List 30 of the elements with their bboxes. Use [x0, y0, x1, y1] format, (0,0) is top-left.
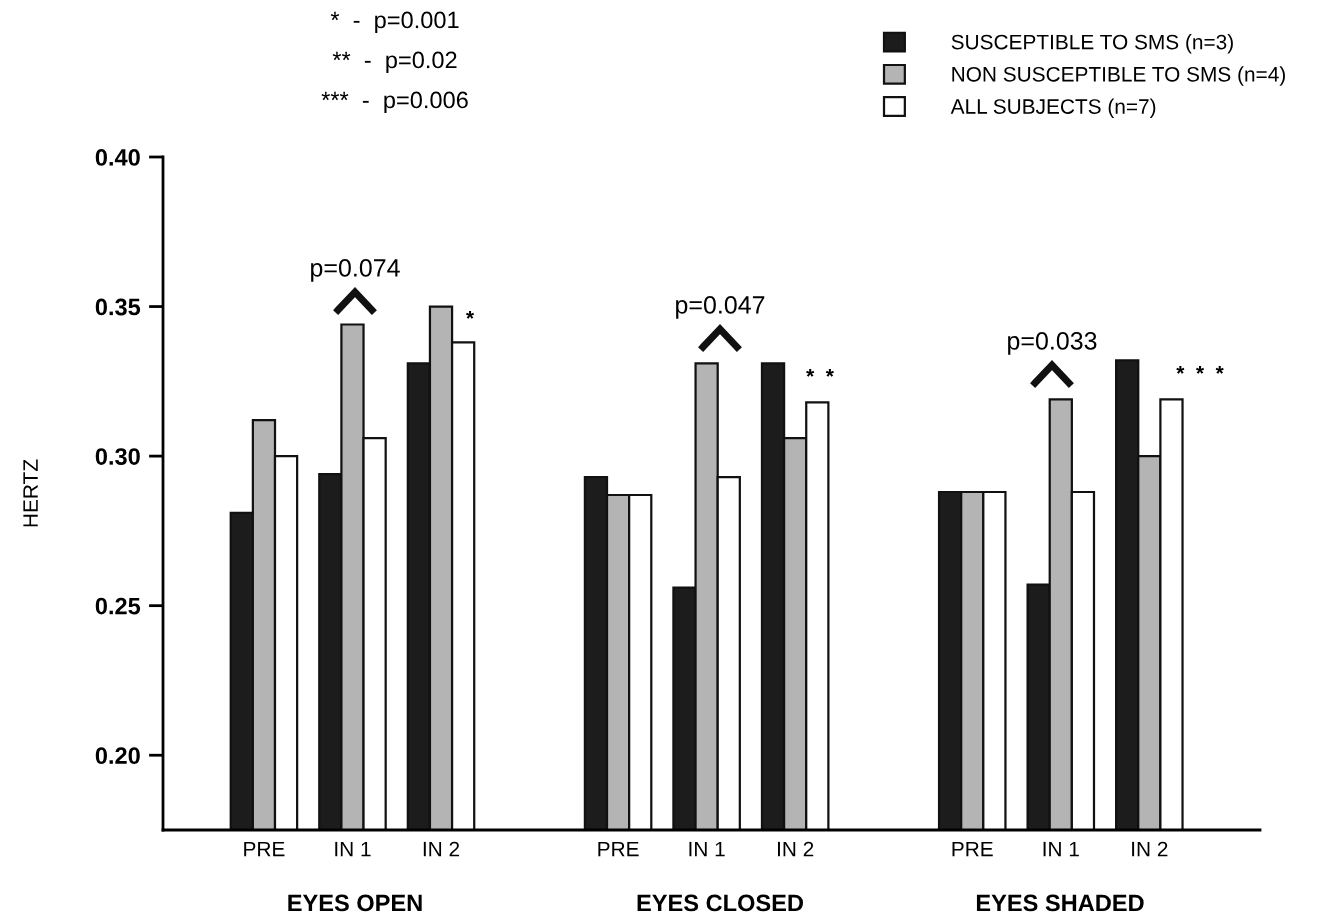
text: ** - p=0.02 [332, 51, 457, 74]
legend-label: ALL SUBJECTS (n=7) [950, 98, 1156, 118]
text: *** - p=0.006 [321, 91, 468, 114]
y-tick-label: 0.35 [95, 298, 141, 316]
x-tick-label: PRE [598, 841, 639, 857]
y-tick-label: 0.25 [95, 597, 141, 615]
x-tick-label: IN 2 [777, 841, 814, 857]
x-tick-label: IN 2 [423, 841, 460, 857]
annotation: * [466, 311, 475, 319]
text: * - p=0.001 [330, 11, 459, 34]
x-tick-label: PRE [244, 841, 285, 857]
annotation: p=0.047 [676, 296, 765, 319]
annotation: p=0.033 [1008, 332, 1097, 355]
text: EYES OPEN [288, 894, 422, 912]
annotation: * * * [1176, 366, 1224, 374]
x-tick-label: IN 1 [1043, 841, 1079, 857]
annotation: * * [806, 369, 834, 377]
y-tick-label: 0.20 [95, 747, 140, 765]
text: EYES SHADED [976, 894, 1144, 912]
legend-label: SUSCEPTIBLE TO SMS (n=3) [951, 34, 1233, 54]
y-axis-title: HERTZ [23, 459, 38, 527]
legend-label: NON SUSCEPTIBLE TO SMS (n=4) [952, 66, 1285, 86]
x-tick-label: IN 1 [689, 841, 725, 857]
y-tick-label: 0.40 [95, 149, 140, 166]
x-tick-label: PRE [952, 841, 993, 857]
annotation: p=0.074 [311, 259, 400, 282]
x-tick-label: IN 2 [1132, 841, 1168, 857]
x-tick-label: IN 1 [335, 841, 371, 857]
text: EYES CLOSED [637, 894, 803, 912]
y-tick-label: 0.30 [95, 448, 140, 465]
